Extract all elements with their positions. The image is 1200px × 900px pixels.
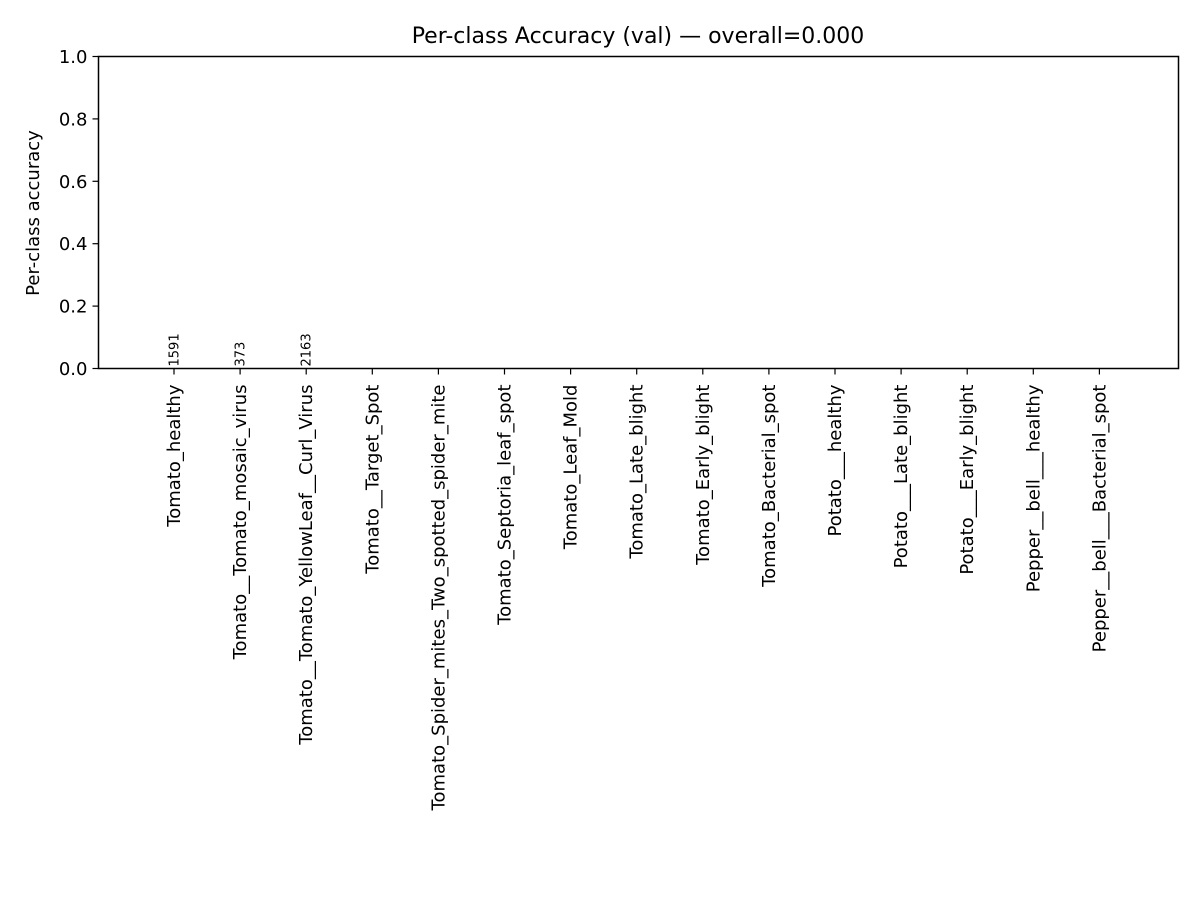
x-tick-label: Tomato__Target_Spot <box>362 385 383 575</box>
y-axis-label: Per-class accuracy <box>23 130 44 296</box>
x-tick-label: Tomato_Leaf_Mold <box>561 385 582 551</box>
x-tick-label: Tomato_healthy <box>164 384 185 528</box>
ticks-layer <box>92 55 1101 375</box>
bar-count-label: 2163 <box>300 333 315 366</box>
labels-layer: 0.0 0.2 0.4 0.6 0.8 1.0 Tomato_healthy 1591 Toma… <box>59 47 1111 811</box>
x-tick-label: Pepper__bell___healthy <box>1023 384 1044 592</box>
y-tick-label: 0.0 <box>59 359 88 380</box>
plot-area-frame <box>97 55 1180 370</box>
x-tick-label: Potato___healthy <box>825 384 846 536</box>
y-tick-label: 0.8 <box>59 109 88 130</box>
y-tick-label: 0.4 <box>59 234 88 255</box>
y-tick-label: 1.0 <box>59 47 88 68</box>
y-tick-label: 0.6 <box>59 172 88 193</box>
x-tick-label: Tomato_Spider_mites_Two_spotted_spider_m… <box>428 385 449 812</box>
bar-count-label: 373 <box>234 342 249 367</box>
x-tick-label: Tomato_Late_blight <box>627 385 648 560</box>
y-tick-label: 0.2 <box>59 297 88 318</box>
x-tick-label: Potato___Early_blight <box>957 385 978 575</box>
x-tick-label: Pepper__bell___Bacterial_spot <box>1089 385 1110 653</box>
x-tick-label: Tomato__Tomato_YellowLeaf__Curl_Virus <box>296 385 317 746</box>
x-tick-label: Tomato__Tomato_mosaic_virus <box>230 385 251 661</box>
chart-title: Per-class Accuracy (val) — overall=0.000 <box>412 24 865 49</box>
x-tick-label: Potato___Late_blight <box>891 385 912 569</box>
x-tick-label: Tomato_Bacterial_spot <box>759 385 780 588</box>
x-tick-label: Tomato_Early_blight <box>693 385 714 566</box>
bar-count-label: 1591 <box>168 333 183 366</box>
x-tick-label: Tomato_Septoria_leaf_spot <box>495 385 516 626</box>
